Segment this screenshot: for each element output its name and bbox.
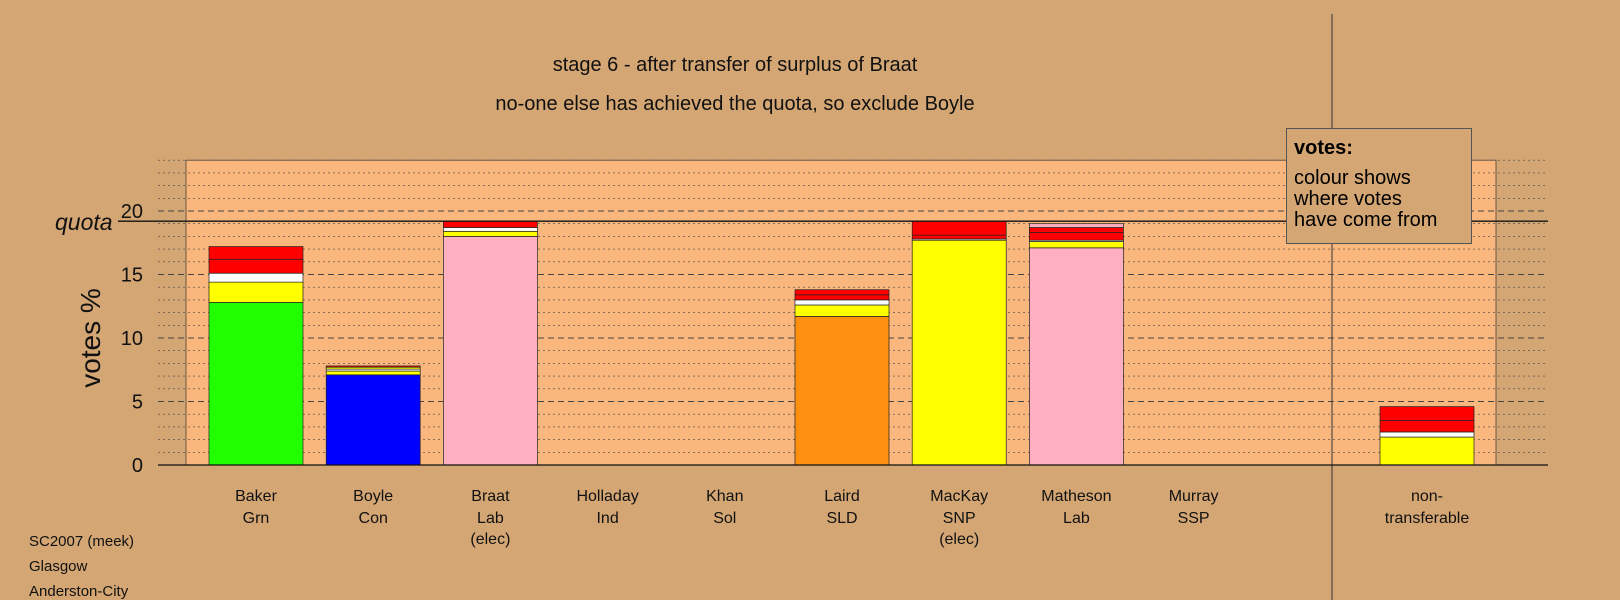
x-label-name: Matheson <box>1041 488 1111 505</box>
x-label-party: Lab <box>1063 510 1090 527</box>
x-label-party: Grn <box>243 510 270 527</box>
x-label-party: SNP <box>943 510 976 527</box>
bar-segment <box>1029 227 1124 233</box>
legend-line: have come from <box>1294 209 1438 231</box>
x-label-party: Lab <box>477 510 504 527</box>
bar-segment <box>208 302 304 466</box>
x-label-name: Boyle <box>353 488 393 505</box>
bar-segment <box>794 299 890 306</box>
footer-line: Glasgow <box>29 558 88 575</box>
x-label-party: SLD <box>826 510 857 527</box>
y-tick-label: 20 <box>121 201 143 223</box>
x-label-note: (elec) <box>470 531 510 548</box>
bar-segment <box>443 227 538 232</box>
bar-segment <box>1029 247 1124 466</box>
chart-title: stage 6 - after transfer of surplus of B… <box>552 54 918 76</box>
bar-segment <box>1379 431 1475 438</box>
x-label-name: non- <box>1411 488 1443 505</box>
bar-segment <box>208 272 304 283</box>
bar-segment <box>1029 223 1124 228</box>
bar-segment <box>443 230 538 237</box>
bar-segment <box>208 246 304 260</box>
bar-segment <box>911 234 1007 240</box>
bar-segment <box>325 374 421 466</box>
legend-line: colour shows <box>1294 167 1411 189</box>
bar-segment <box>1379 436 1475 466</box>
y-axis-label: votes % <box>75 288 106 388</box>
bar-segment <box>794 316 890 466</box>
x-label-party: transferable <box>1385 510 1470 527</box>
bar-segment <box>208 281 304 303</box>
x-label-party: Con <box>359 510 388 527</box>
chart-subtitle: no-one else has achieved the quota, so e… <box>495 93 975 115</box>
bar-segment <box>1029 232 1124 241</box>
bar-segment <box>443 220 538 228</box>
x-label-name: Laird <box>824 488 860 505</box>
bar-segment <box>911 220 1007 236</box>
x-label-party: Sol <box>713 510 736 527</box>
x-label-name: Holladay <box>576 488 638 505</box>
x-label-party: SSP <box>1178 510 1210 527</box>
legend-box: votes: colour shows where votes have com… <box>1286 128 1472 244</box>
bar-segment <box>794 304 890 317</box>
y-tick-label: 10 <box>121 328 143 350</box>
x-label-name: Khan <box>706 488 743 505</box>
bar-segment <box>1379 406 1475 421</box>
x-label-note: (elec) <box>939 531 979 548</box>
y-tick-label: 15 <box>121 265 143 287</box>
bar-segment <box>325 365 421 368</box>
legend-title: votes: <box>1294 137 1353 159</box>
bar-segment <box>1029 241 1124 249</box>
legend-body: colour shows where votes have come from <box>1294 168 1464 231</box>
x-label-name: Murray <box>1169 488 1219 505</box>
bar-segment <box>443 236 538 466</box>
quota-label: quota <box>55 209 113 235</box>
bar-segment <box>1379 420 1475 433</box>
y-tick-label: 0 <box>132 455 143 477</box>
bar-segment <box>911 239 1007 466</box>
bar-segment <box>794 294 890 301</box>
legend-line: where votes <box>1294 188 1402 210</box>
footer-line: SC2007 (meek) <box>29 533 135 550</box>
bar-segment <box>325 370 421 376</box>
bar-segment <box>794 289 890 296</box>
footer-line: Anderston-City <box>29 583 129 600</box>
y-tick-label: 5 <box>132 392 143 414</box>
x-label-party: Ind <box>596 510 618 527</box>
x-label-name: Braat <box>471 488 510 505</box>
x-label-name: MacKay <box>930 488 988 505</box>
x-label-name: Baker <box>235 488 277 505</box>
bar-segment <box>208 258 304 274</box>
